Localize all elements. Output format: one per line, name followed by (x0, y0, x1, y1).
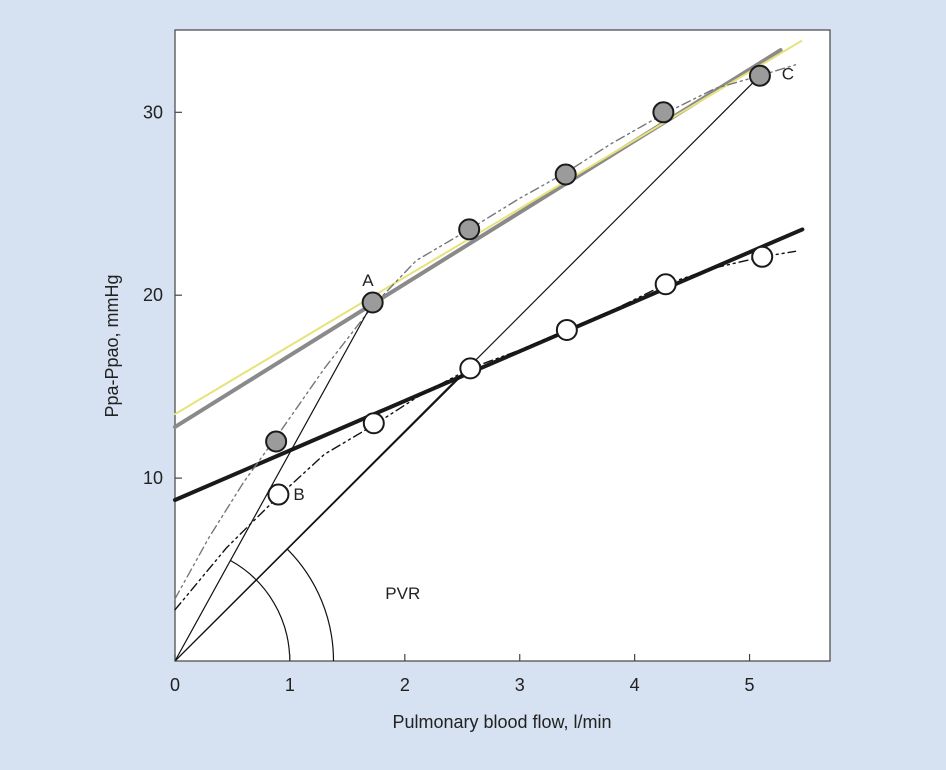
y-tick-label: 10 (143, 468, 163, 488)
data-point-open (555, 318, 578, 341)
annotation-c: C (782, 64, 794, 83)
data-points-layer (265, 64, 774, 506)
x-axis-title: Pulmonary blood flow, l/min (392, 712, 611, 732)
annotation-pvr: PVR (385, 584, 420, 603)
fit-line-thick-black (173, 227, 805, 502)
data-point-filled (265, 430, 288, 453)
data-point-filled (652, 101, 675, 124)
data-point-filled (748, 64, 771, 87)
data-point-open (459, 357, 482, 380)
x-tick-label: 5 (745, 675, 755, 695)
pvr-arc-1 (229, 559, 291, 662)
annotation-a: A (362, 271, 374, 290)
data-point-filled (361, 291, 384, 314)
pvr-arc-2 (287, 548, 335, 662)
y-tick-label: 30 (143, 102, 163, 122)
annotations-layer: A B C PVR (293, 64, 794, 602)
pvr-ray-1 (174, 302, 374, 662)
data-point-open (267, 483, 290, 506)
x-tick-label: 0 (170, 675, 180, 695)
data-point-open (362, 412, 385, 435)
x-tick-label: 4 (630, 675, 640, 695)
x-tick-label: 2 (400, 675, 410, 695)
axis-ticks-layer: 0 1 2 3 4 5 10 20 30 (143, 102, 755, 695)
x-tick-label: 1 (285, 675, 295, 695)
y-tick-label: 20 (143, 285, 163, 305)
data-point-open (751, 245, 774, 268)
x-tick-label: 3 (515, 675, 525, 695)
plot-area (174, 29, 831, 662)
data-point-filled (554, 163, 577, 186)
y-axis-title: Ppa-Ppao, mmHg (102, 274, 122, 417)
annotation-b: B (293, 485, 304, 504)
pvr-arcs-layer (229, 548, 335, 662)
fit-line-thin-yellow (174, 40, 803, 416)
data-point-open (654, 273, 677, 296)
data-point-filled (458, 218, 481, 241)
